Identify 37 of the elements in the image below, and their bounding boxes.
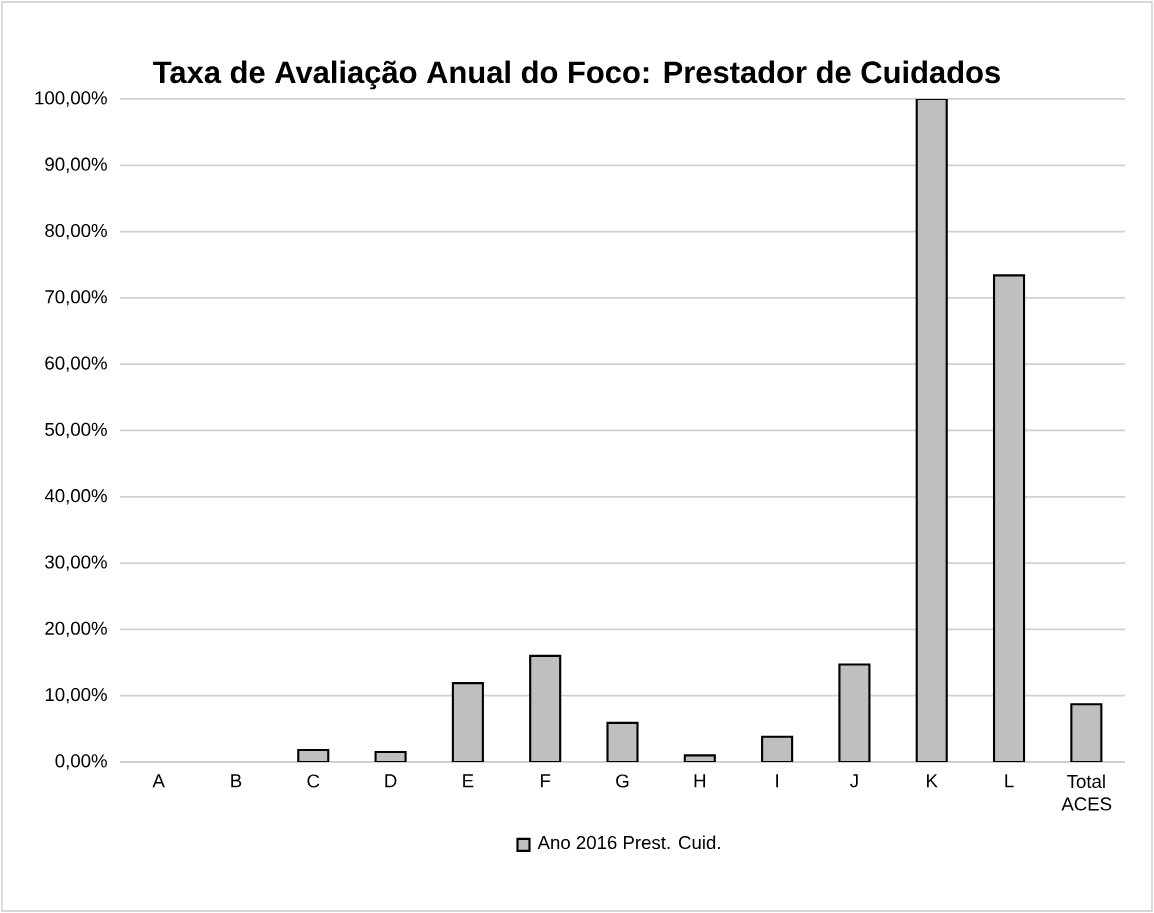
x-tick-label: F — [541, 774, 551, 788]
bar — [374, 750, 407, 762]
bar — [451, 682, 484, 762]
y-tick-label: 100,00% — [35, 91, 107, 107]
x-tick-label: G — [616, 774, 629, 788]
bar — [529, 654, 562, 762]
x-tick-label: L — [1005, 774, 1014, 788]
x-tick-label: J — [850, 774, 858, 788]
x-tick-label: Total ACES — [1061, 774, 1112, 811]
x-tick-label: K — [927, 774, 938, 788]
bar — [683, 754, 716, 762]
x-tick-label: C — [307, 774, 320, 788]
y-tick-label: 10,00% — [45, 687, 107, 704]
bar — [297, 748, 330, 762]
x-tick-label: D — [385, 774, 397, 788]
y-tick-label: 90,00% — [45, 157, 107, 173]
bar — [915, 99, 948, 762]
bar — [838, 663, 871, 762]
y-tick-label: 30,00% — [45, 555, 107, 571]
x-tick-label: H — [694, 774, 706, 788]
y-tick-label: 20,00% — [45, 621, 107, 638]
y-tick-label: 0,00% — [55, 754, 107, 770]
y-tick-label: 40,00% — [44, 489, 107, 505]
y-tick-label: 70,00% — [45, 290, 107, 306]
x-tick-label: B — [231, 774, 242, 788]
x-tick-label: I — [776, 774, 778, 788]
bar — [992, 274, 1026, 762]
y-tick-label: 60,00% — [45, 356, 107, 372]
x-tick-label: A — [152, 774, 165, 788]
y-tick-label: 50,00% — [45, 422, 107, 439]
y-tick-label: 80,00% — [45, 223, 107, 240]
x-tick-label: E — [463, 774, 474, 788]
bar — [606, 721, 639, 762]
chart-title: Taxa de Avaliação Anual do Foco: Prestador de Cuidados — [153, 60, 1000, 90]
bar — [1070, 703, 1103, 762]
bar — [761, 735, 794, 762]
legend-label: Ano 2016 Prest. Cuid. — [537, 835, 720, 850]
